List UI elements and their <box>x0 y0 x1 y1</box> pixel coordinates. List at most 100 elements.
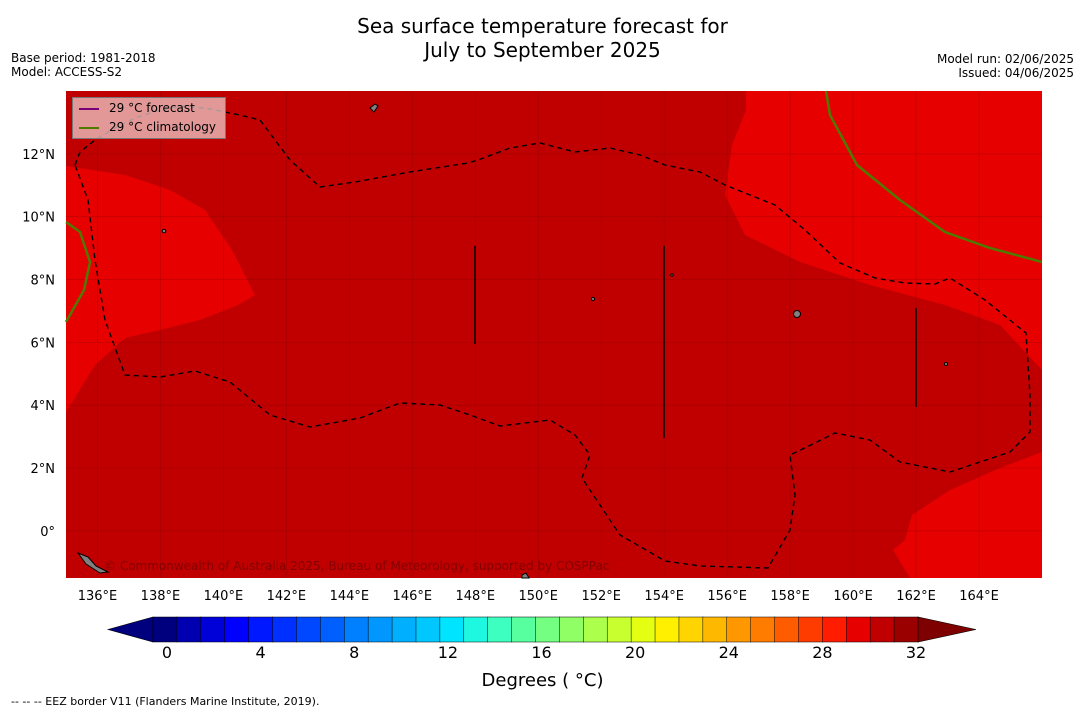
longitude-tick-label: 152°E <box>581 589 621 604</box>
base-period: Base period: 1981-2018 <box>11 51 156 65</box>
eez-footnote: -- -- -- EEZ border V11 (Flanders Marine… <box>11 695 320 708</box>
colorbar-under-arrow <box>106 616 154 643</box>
latitude-tick-label: 0° <box>40 525 55 540</box>
colorbar-bin <box>678 616 704 643</box>
longitude-tick-label: 142°E <box>267 589 307 604</box>
colorbar-bin <box>583 616 608 643</box>
issued-date: Issued: 04/06/2025 <box>958 66 1074 80</box>
colorbar-tick-label: 8 <box>349 643 359 662</box>
latitude-tick-label: 2°N <box>31 462 56 477</box>
colorbar-bin <box>463 616 489 643</box>
colorbar-bin <box>535 616 561 643</box>
model-name: Model: ACCESS-S2 <box>11 65 123 79</box>
sst-28-29-region-east <box>725 91 1042 370</box>
colorbar-bin <box>869 616 895 643</box>
sst-28-29-region-west <box>66 166 255 412</box>
colorbar-bin <box>822 616 848 643</box>
colorbar-tick-label: 28 <box>812 643 832 662</box>
colorbar-bin <box>726 616 752 643</box>
colorbar-tick-label: 20 <box>625 643 645 662</box>
longitude-tick-label: 162°E <box>896 589 936 604</box>
colorbar-bin <box>606 616 632 643</box>
colorbar-bin <box>344 616 369 643</box>
eez-border <box>74 105 1031 569</box>
colorbar-bin <box>152 616 178 643</box>
colorbar-bin <box>367 616 393 643</box>
colorbar-bin <box>750 616 776 643</box>
latitude-tick-label: 10°N <box>22 211 55 226</box>
colorbar-bin <box>487 616 513 643</box>
latitude-tick-label: 6°N <box>31 336 56 351</box>
title-line-1: Sea surface temperature forecast for <box>357 14 728 38</box>
colorbar-bin <box>893 616 919 643</box>
colorbar-bin <box>654 616 680 643</box>
longitude-tick-label: 150°E <box>518 589 558 604</box>
colorbar-bin <box>296 616 322 643</box>
colorbar-bin <box>702 616 728 643</box>
run-info: Model run: 02/06/2025 Issued: 04/06/2025 <box>937 52 1074 80</box>
longitude-tick-label: 148°E <box>456 589 496 604</box>
legend-item-forecast: 29 °C forecast <box>79 100 195 116</box>
land-islet-c <box>943 361 949 367</box>
colorbar-bin <box>559 616 585 643</box>
land <box>76 103 949 579</box>
land-new-guinea-coast <box>76 551 110 574</box>
legend-item-climatology: 29 °C climatology <box>79 119 216 135</box>
land-islet-a <box>161 228 167 234</box>
model-info: Base period: 1981-2018 Model: ACCESS-S2 <box>11 51 156 79</box>
colorbar-bin <box>248 616 274 643</box>
land-pohnpei-island <box>793 310 801 318</box>
map-legend: 29 °C forecast 29 °C climatology <box>72 97 226 139</box>
latitude-tick-label: 8°N <box>31 274 56 289</box>
colorbar-bin <box>511 616 537 643</box>
climatology-contour-east <box>824 90 1043 264</box>
longitude-tick-label: 164°E <box>959 589 999 604</box>
colorbar-tick-labels: 0 4 8 12 16 20 24 28 32 <box>162 643 926 662</box>
colorbar-bin <box>846 616 871 643</box>
colorbar-bin <box>176 616 202 643</box>
longitude-tick-label: 138°E <box>141 589 181 604</box>
copyright-text: © Commonwealth of Australia 2025, Bureau… <box>104 559 610 573</box>
land-south-islet <box>521 572 530 579</box>
longitude-tick-label: 136°E <box>78 589 118 604</box>
colorbar-title: Degrees ( °C) <box>481 670 604 691</box>
colorbar-bin <box>200 616 226 643</box>
longitude-tick-label: 146°E <box>393 589 433 604</box>
land-islet-b <box>590 296 596 302</box>
longitude-tick-label: 154°E <box>644 589 684 604</box>
map-title: Sea surface temperature forecast for Jul… <box>0 14 1085 62</box>
latitude-tick-label: 12°N <box>22 148 55 163</box>
colorbar-bin <box>415 616 441 643</box>
longitude-tick-label: 156°E <box>707 589 747 604</box>
longitude-labels: 136°E 138°E 140°E 142°E 144°E 146°E 148°E 150°E… <box>78 589 999 604</box>
colorbar-tick-label: 0 <box>162 643 172 662</box>
forecast-swatch <box>79 107 99 110</box>
longitude-tick-label: 144°E <box>330 589 370 604</box>
colorbar-bin <box>774 616 800 643</box>
model-run-date: Model run: 02/06/2025 <box>936 52 1074 66</box>
sst-28-29-region-southeast <box>893 452 1042 578</box>
title-line-2: July to September 2025 <box>424 38 661 62</box>
colorbar-tick-label: 32 <box>906 643 926 662</box>
climatology-contour-west <box>64 220 92 323</box>
colorbar-bin <box>272 616 298 643</box>
colorbar-bin <box>391 616 417 643</box>
longitude-tick-label: 140°E <box>204 589 244 604</box>
colorbar-tick-label: 16 <box>531 643 551 662</box>
colorbar-bin <box>439 616 465 643</box>
colorbar-tick-label: 24 <box>719 643 739 662</box>
climatology-swatch <box>79 126 99 129</box>
colorbar-tick-label: 12 <box>438 643 458 662</box>
legend-climatology-label: 29 °C climatology <box>109 120 217 134</box>
map-panel <box>64 90 1043 579</box>
colorbar-bin <box>630 616 656 643</box>
colorbar-bin <box>320 616 345 643</box>
latitude-labels: 12°N 10°N 8°N 6°N 4°N 2°N 0° <box>22 148 55 540</box>
colorbar-bin <box>798 616 824 643</box>
colorbar <box>106 616 977 643</box>
colorbar-bin <box>224 616 250 643</box>
colorbar-tick-label: 4 <box>256 643 266 662</box>
colorbar-over-arrow <box>917 616 977 643</box>
land-islet-d <box>670 273 674 277</box>
